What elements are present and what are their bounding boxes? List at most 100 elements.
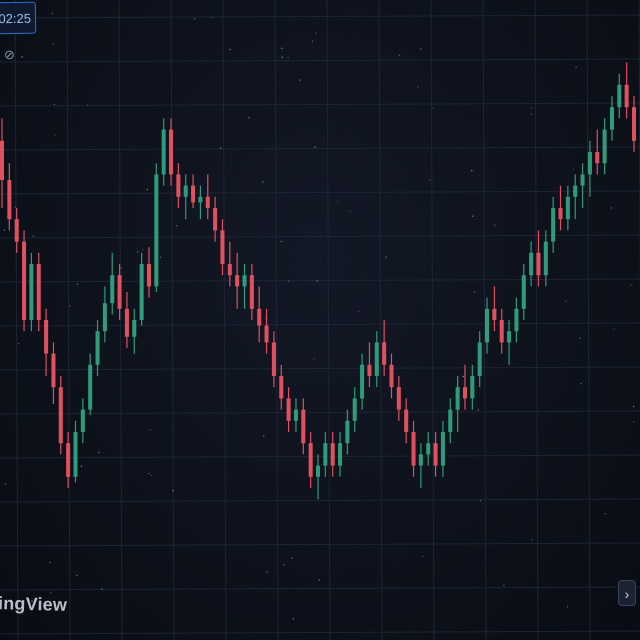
candle-body-up	[543, 241, 548, 276]
candle-body-up	[617, 84, 622, 108]
candle-body-up	[455, 387, 460, 410]
chevron-right-icon: ›	[624, 586, 630, 602]
screen-dot	[417, 86, 419, 88]
grid-line-horizontal	[0, 586, 640, 591]
grid-line-horizontal	[0, 630, 640, 635]
screen-dot	[479, 500, 482, 502]
screen-dot	[633, 421, 635, 423]
candle-body-down	[411, 432, 416, 466]
screen-dot	[503, 584, 505, 587]
grid-line-vertical	[482, 0, 487, 640]
eye-off-icon[interactable]: ⊘	[4, 47, 15, 62]
candle	[249, 264, 254, 320]
candle-body-up	[183, 185, 188, 197]
screen-dot	[291, 557, 293, 559]
candle	[205, 174, 210, 220]
candle	[301, 398, 306, 455]
candle	[507, 320, 512, 365]
candle-body-up	[514, 308, 519, 332]
screen-dot	[266, 571, 268, 573]
grid-line-horizontal	[0, 190, 640, 195]
candle-body-down	[558, 208, 563, 220]
candle	[624, 62, 629, 119]
grid-line-horizontal	[0, 410, 640, 415]
candle-body-down	[117, 275, 122, 309]
candle-body-up	[448, 409, 453, 432]
tradingview-watermark[interactable]: ingView	[0, 593, 68, 615]
screen-dot	[473, 291, 476, 293]
candle	[404, 398, 409, 444]
scroll-to-realtime-button[interactable]: ›	[618, 580, 636, 606]
candle	[36, 252, 41, 332]
candle	[617, 73, 622, 119]
screen-dot	[3, 229, 6, 231]
candle-body-down	[404, 409, 409, 432]
time-badge[interactable]: 02:25	[0, 1, 37, 35]
candle-body-up	[154, 174, 159, 287]
screen-dot	[80, 465, 83, 467]
candle	[543, 230, 548, 287]
candle	[227, 241, 232, 287]
candle-body-down	[191, 185, 196, 203]
candle-body-up	[418, 454, 423, 466]
screen-dot	[429, 179, 431, 181]
screen-dot	[477, 409, 479, 411]
candle	[22, 230, 27, 332]
candle	[235, 252, 240, 309]
candle	[477, 331, 482, 388]
screen-dot	[172, 490, 174, 492]
candle	[521, 264, 526, 320]
candle	[73, 420, 78, 483]
candle	[580, 163, 585, 208]
candle	[58, 376, 63, 455]
candle-body-up	[609, 107, 614, 130]
candle-body-down	[595, 152, 600, 164]
candle	[433, 432, 438, 477]
screen-dot	[471, 170, 473, 172]
candle	[323, 432, 328, 477]
candle	[176, 163, 181, 208]
screen-dot	[398, 54, 401, 56]
candle-body-up	[573, 185, 578, 197]
candle	[631, 96, 637, 152]
grid-line-vertical	[118, 0, 123, 640]
screen-dot	[385, 256, 387, 258]
screen-dot	[315, 32, 317, 34]
grid-line-vertical	[430, 0, 435, 640]
candle	[374, 331, 379, 388]
grid-line-horizontal	[0, 146, 640, 151]
candle-body-down	[462, 387, 467, 399]
candle-body-down	[14, 219, 19, 242]
candle	[264, 308, 269, 354]
screen-dot	[86, 104, 89, 107]
candle	[271, 331, 276, 388]
candle	[448, 398, 453, 444]
candle	[338, 432, 343, 477]
candle-body-up	[161, 129, 166, 175]
screen-dot	[613, 328, 615, 330]
candle	[315, 454, 321, 500]
screen-dot	[14, 206, 17, 208]
candle-body-down	[66, 443, 71, 477]
screen-dot	[54, 134, 56, 136]
grid-line-vertical	[378, 0, 383, 640]
candle-body-down	[367, 364, 372, 376]
screen-dot	[358, 311, 360, 313]
screen-dot	[281, 56, 283, 58]
candle	[191, 174, 196, 208]
candle-body-up	[602, 129, 607, 164]
candle	[558, 185, 563, 231]
screen-dot	[462, 375, 464, 378]
candle-body-up	[132, 320, 137, 337]
candle	[345, 409, 350, 455]
candle-body-down	[257, 308, 262, 326]
screen-dot	[316, 280, 318, 282]
candle-body-up	[88, 364, 93, 410]
candle	[389, 353, 394, 399]
screen-dot	[472, 215, 474, 217]
screen-dot	[579, 337, 581, 339]
screen-dot	[76, 574, 78, 576]
candle-body-up	[374, 342, 379, 376]
